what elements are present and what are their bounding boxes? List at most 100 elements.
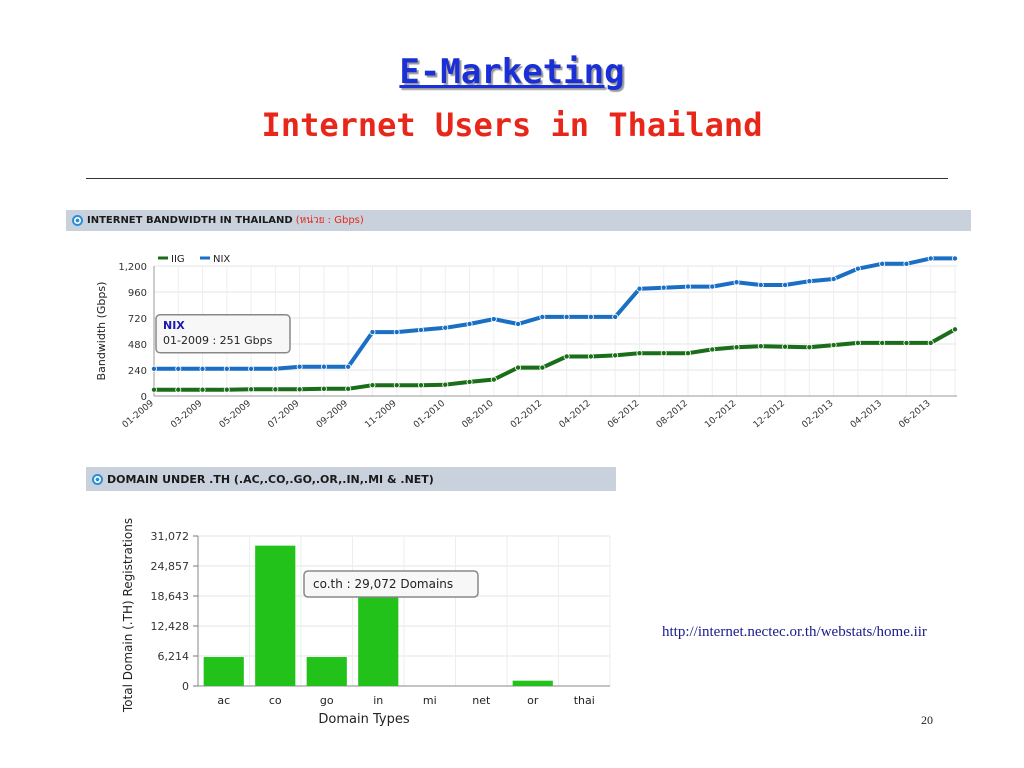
y-tick-label: 480 <box>128 340 147 351</box>
data-point-iig <box>854 339 861 346</box>
legend-label: NIX <box>213 254 230 265</box>
data-point-nix <box>296 363 303 370</box>
data-point-iig <box>248 386 255 393</box>
bar-go <box>306 657 347 686</box>
x-tick-label: or <box>527 694 539 707</box>
data-point-nix <box>417 326 424 333</box>
data-point-iig <box>563 353 570 360</box>
data-point-nix <box>733 279 740 286</box>
x-tick-label: net <box>472 694 491 707</box>
data-point-nix <box>515 320 522 327</box>
data-point-iig <box>660 350 667 357</box>
domain-bar-chart: 0 6,214 12,428 18,643 24,857 31,072 ac co go in mi… <box>121 518 611 727</box>
x-tick-label: 12-2012 <box>752 399 787 431</box>
bandwidth-chart-title: INTERNET BANDWIDTH IN THAILAND <box>87 215 293 226</box>
data-point-nix <box>952 255 959 262</box>
data-point-nix <box>442 324 449 331</box>
x-tick-label: thai <box>574 694 595 707</box>
data-point-nix <box>466 320 473 327</box>
data-point-iig <box>466 378 473 385</box>
y-tick-label: 24,857 <box>151 560 190 573</box>
x-tick-label: ac <box>217 694 230 707</box>
data-point-iig <box>393 382 400 389</box>
data-point-nix <box>369 329 376 336</box>
data-point-iig <box>636 350 643 357</box>
data-point-iig <box>539 364 546 371</box>
data-point-nix <box>830 276 837 283</box>
data-point-nix <box>709 283 716 290</box>
data-point-iig <box>199 386 206 393</box>
bandwidth-panel-header: INTERNET BANDWIDTH IN THAILAND (หน่วย : … <box>66 210 971 231</box>
data-point-iig <box>151 386 158 393</box>
data-point-iig <box>272 386 279 393</box>
source-link[interactable]: http://internet.nectec.or.th/webstats/ho… <box>662 624 927 640</box>
bandwidth-line-chart: 0 240 480 720 960 1,200 01-2009 03-2009 05-2009 0… <box>95 254 959 431</box>
data-point-nix <box>393 329 400 336</box>
x-tick-label: 01-2009 <box>121 398 156 430</box>
data-point-nix <box>903 260 910 267</box>
x-tick-label: go <box>320 694 334 707</box>
tooltip-text: co.th : 29,072 Domains <box>313 577 453 591</box>
bar-ac <box>203 657 244 686</box>
x-axis-label: Domain Types <box>318 712 409 727</box>
data-point-nix <box>345 363 352 370</box>
x-tick-label: 07-2009 <box>266 398 301 430</box>
data-point-iig <box>587 353 594 360</box>
x-tick-label: 06-2013 <box>897 399 932 431</box>
data-point-iig <box>345 385 352 392</box>
series-line-iig <box>154 327 956 392</box>
domain-chart-title: DOMAIN UNDER .TH (.AC,.CO,.GO,.OR,.IN,.M… <box>107 472 434 486</box>
x-tick-label: 02-2013 <box>800 399 835 431</box>
data-point-iig <box>490 376 497 383</box>
data-point-iig <box>175 386 182 393</box>
data-point-iig <box>369 382 376 389</box>
title-divider <box>86 178 948 179</box>
y-axis-label: Bandwidth (Gbps) <box>95 282 108 381</box>
y-axis-label: Total Domain (.TH) Registrations <box>121 518 135 713</box>
tooltip-series: NIX <box>163 319 185 332</box>
y-tick-label: 18,643 <box>151 590 190 603</box>
x-tick-label: 08-2012 <box>655 399 690 431</box>
bandwidth-unit-note: (หน่วย : Gbps) <box>295 215 364 226</box>
x-tick-label: 03-2009 <box>169 398 204 430</box>
x-tick-label: 11-2009 <box>363 398 398 430</box>
data-point-nix <box>199 365 206 372</box>
data-point-nix <box>636 285 643 292</box>
page-number: 20 <box>921 713 933 727</box>
data-point-nix <box>248 365 255 372</box>
data-point-iig <box>417 382 424 389</box>
data-point-iig <box>612 352 619 359</box>
x-tick-label: co <box>269 694 282 707</box>
y-tick-label: 720 <box>128 314 147 325</box>
radio-dot-icon <box>72 215 83 226</box>
bar-co <box>255 545 296 686</box>
radio-dot-icon <box>92 473 103 485</box>
y-tick-label: 240 <box>128 366 147 377</box>
bar-in <box>358 592 399 686</box>
data-point-iig <box>830 342 837 349</box>
series-line-nix <box>154 256 955 371</box>
data-point-iig <box>903 339 910 346</box>
data-point-nix <box>490 316 497 323</box>
bar-or <box>512 680 553 686</box>
data-point-nix <box>151 365 158 372</box>
data-point-iig <box>952 326 959 333</box>
slide-title: E-Marketing <box>399 52 625 92</box>
data-point-nix <box>223 365 230 372</box>
y-tick-label: 0 <box>141 392 147 403</box>
y-tick-label: 6,214 <box>158 650 190 663</box>
data-point-iig <box>927 339 934 346</box>
data-point-iig <box>733 344 740 351</box>
x-tick-label: 10-2012 <box>703 399 738 431</box>
data-point-iig <box>879 339 886 346</box>
x-tick-label: 04-2012 <box>558 399 593 431</box>
data-point-nix <box>175 365 182 372</box>
x-tick-label: in <box>373 694 383 707</box>
data-point-nix <box>563 313 570 320</box>
y-tick-label: 1,200 <box>118 262 147 273</box>
data-point-iig <box>515 364 522 371</box>
x-tick-label: 04-2013 <box>849 399 884 431</box>
y-tick-label: 12,428 <box>151 620 190 633</box>
x-tick-label: 08-2010 <box>461 398 496 430</box>
data-point-nix <box>927 255 934 262</box>
